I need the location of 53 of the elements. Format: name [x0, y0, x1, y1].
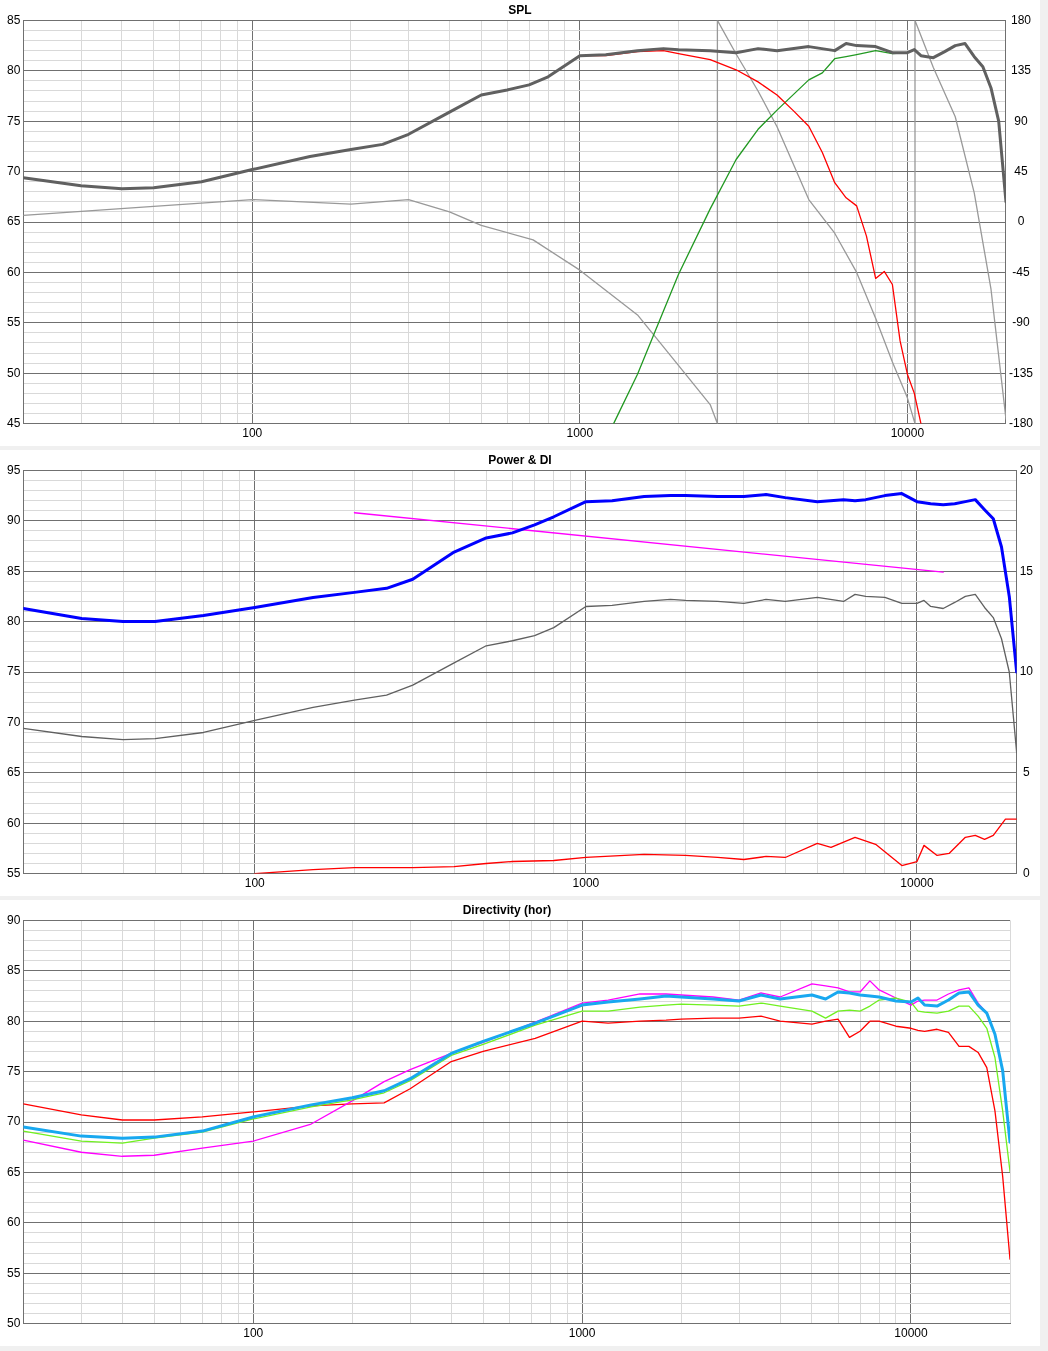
- x-tick-label: 100: [242, 426, 263, 441]
- y-tick-label: 50: [6, 1315, 21, 1330]
- y-tick-label: 60: [6, 264, 21, 279]
- y-tick-label: 70: [6, 1114, 21, 1129]
- y2-tick-label: 45: [1014, 163, 1028, 178]
- y-tick-label: 65: [6, 214, 21, 229]
- x-tick-label: 100: [244, 876, 266, 891]
- x-tick-label: 1000: [566, 426, 594, 441]
- y2-tick-label: 180: [1010, 12, 1032, 27]
- x-tick-label: 10000: [890, 426, 925, 441]
- y-tick-label: 55: [6, 865, 21, 880]
- x-tick-label: 1000: [568, 1326, 596, 1341]
- chart-title: Directivity (hor): [462, 902, 552, 917]
- y2-tick-label: 90: [1014, 113, 1028, 128]
- y-tick-label: 90: [6, 513, 21, 528]
- y-tick-label: 55: [6, 1265, 21, 1280]
- y-tick-label: 65: [6, 1164, 21, 1179]
- y-tick-label: 60: [6, 1215, 21, 1230]
- y2-tick-label: 15: [1019, 563, 1034, 578]
- y-tick-label: 95: [6, 462, 21, 477]
- y-tick-label: 85: [6, 963, 21, 978]
- y2-tick-label: 0: [1022, 865, 1030, 880]
- y-tick-label: 70: [6, 163, 21, 178]
- y2-tick-label: -135: [1008, 365, 1034, 380]
- y-tick-label: 60: [6, 815, 21, 830]
- y-tick-label: 70: [6, 714, 21, 729]
- y-tick-label: 55: [6, 315, 21, 330]
- y2-tick-label: 0: [1017, 214, 1025, 229]
- x-tick-label: 1000: [572, 876, 600, 891]
- y-tick-label: 80: [6, 63, 21, 78]
- x-tick-label: 10000: [900, 876, 934, 891]
- x-tick-label: 10000: [894, 1326, 928, 1341]
- x-tick-label: 100: [243, 1326, 264, 1341]
- y-tick-label: 75: [6, 1063, 21, 1078]
- y2-tick-label: 20: [1019, 462, 1034, 477]
- y-tick-label: 80: [6, 1013, 21, 1028]
- y2-tick-label: 10: [1019, 664, 1034, 679]
- y2-tick-label: -180: [1008, 415, 1034, 430]
- y-tick-label: 50: [6, 365, 21, 380]
- y-tick-label: 80: [6, 613, 21, 628]
- y-tick-label: 90: [6, 912, 21, 927]
- y2-tick-label: -45: [1012, 264, 1030, 279]
- y-tick-label: 85: [6, 563, 21, 578]
- y2-tick-label: 5: [1022, 765, 1030, 780]
- y2-tick-label: -90: [1012, 315, 1030, 330]
- y-tick-label: 45: [6, 415, 21, 430]
- y-tick-label: 75: [6, 664, 21, 679]
- y2-tick-label: 135: [1010, 63, 1032, 78]
- chart-title: SPL: [508, 2, 532, 17]
- chart-title: Power & DI: [488, 452, 552, 467]
- y-tick-label: 85: [6, 12, 21, 27]
- y-tick-label: 75: [6, 113, 21, 128]
- y-tick-label: 65: [6, 765, 21, 780]
